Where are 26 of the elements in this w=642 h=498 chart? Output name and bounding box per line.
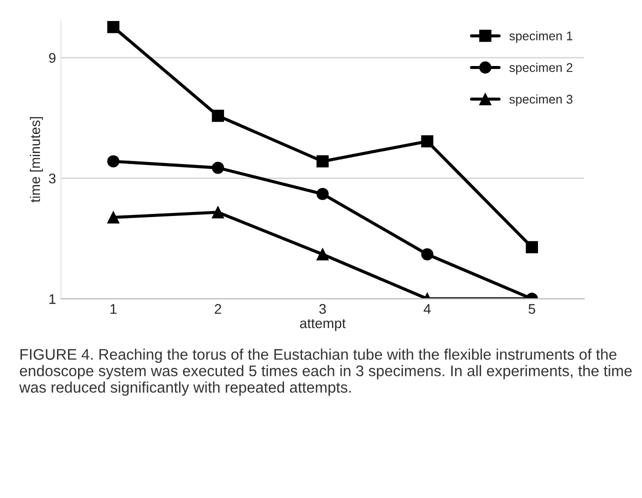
y-tick-label: 3 — [48, 174, 56, 184]
legend-label: specimen 1 — [509, 31, 572, 43]
y-axis-title: time [minutes] — [30, 117, 43, 202]
y-tick-label: 1 — [49, 294, 56, 304]
point — [212, 206, 224, 218]
x-tick-label: 4 — [424, 304, 431, 314]
caption: FIGURE 4. Reaching the torus of the Eustachian tube with the flexible instruments of the endoscope system was executed 5 times each in 3 specimens. In all experiments, the time was reduced significantly with repeated attempts. — [19, 348, 632, 396]
y-tick-label: 9 — [49, 53, 56, 63]
point — [526, 241, 538, 254]
point — [107, 20, 120, 34]
point — [107, 155, 120, 168]
point — [212, 110, 224, 122]
x-tick-label: 2 — [214, 304, 222, 314]
point — [316, 188, 329, 200]
x-axis-title: attempt — [300, 319, 346, 331]
x-tick-label: 5 — [528, 304, 536, 314]
point — [421, 135, 434, 148]
legend-label: specimen 2 — [509, 62, 572, 74]
point — [316, 155, 329, 168]
x-tick-label: 1 — [110, 304, 116, 314]
x-tick-label: 3 — [319, 304, 326, 314]
point — [107, 211, 120, 224]
point — [421, 248, 434, 260]
point — [316, 248, 329, 260]
legend-label: specimen 3 — [509, 94, 572, 106]
point — [212, 162, 224, 174]
